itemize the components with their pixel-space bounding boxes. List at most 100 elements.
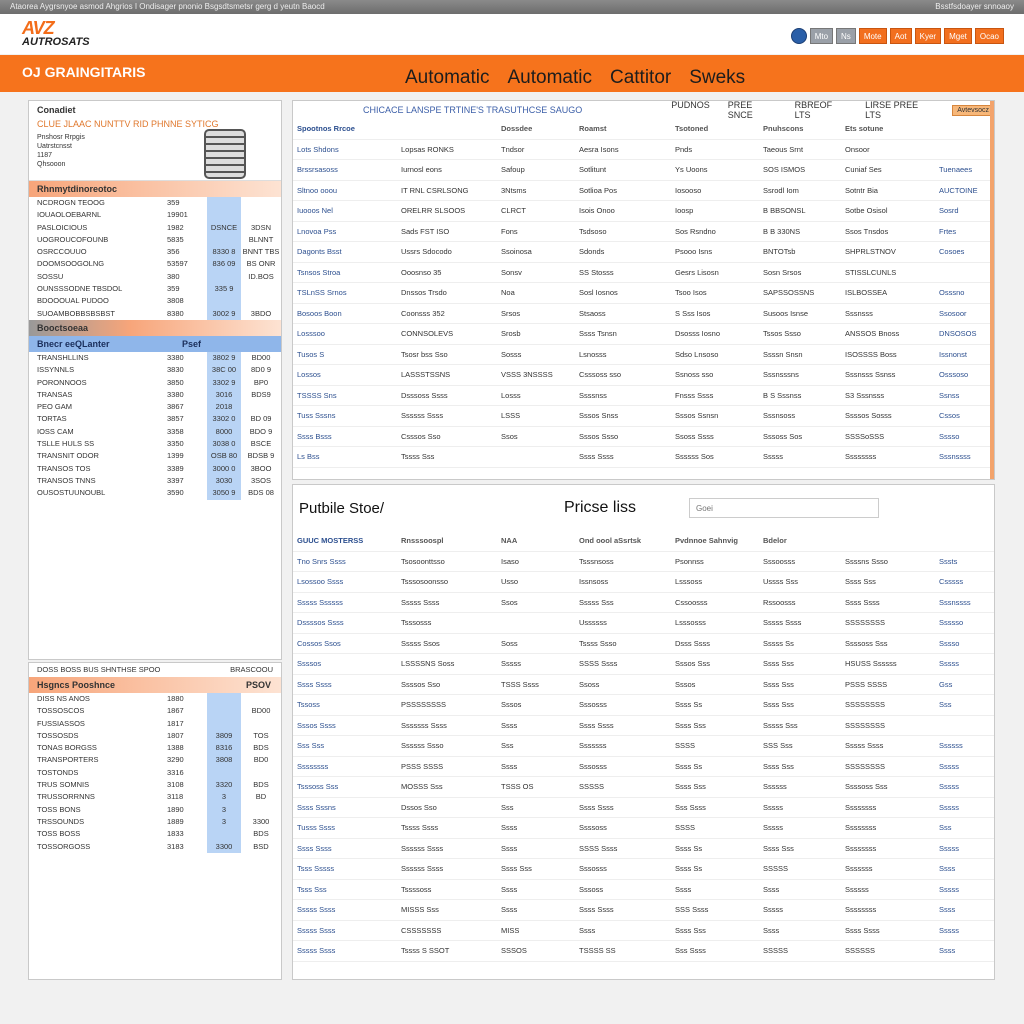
column-header[interactable]: Tsotoned	[675, 124, 709, 134]
header-button[interactable]: Mote	[858, 28, 887, 44]
table-row[interactable]: Ssssssss PSSS SSSS Ssss Sssosss Ssss Ss Ssss …	[293, 757, 994, 777]
list-item[interactable]: TOSSOSDS 1807 3809 TOS	[29, 729, 281, 743]
list-item[interactable]: OUNSSSODNE TBSDOL 359 335 9	[29, 283, 281, 296]
table-cell[interactable]: TSLnSS Srnos	[297, 288, 347, 298]
table-cell[interactable]: Ls Bss	[297, 452, 320, 462]
table-cell[interactable]: Cosoes	[939, 247, 965, 257]
list-item[interactable]: ISSYNNLS 3830 38C 00 8D0 9	[29, 364, 281, 377]
table-cell[interactable]: Sssos Ssss	[297, 720, 336, 730]
table-row[interactable]: Ls Bss Tssss Sss Ssss Ssss Ssssss Sos Sssss S…	[293, 447, 994, 468]
table-row[interactable]: Ssssos LSSSSNS Soss Sssss SSSS Ssss Sssos Ss…	[293, 654, 994, 675]
table-row[interactable]: Sltnoo ooou IT RNL CSRLSONG 3Ntsms Sotlioa …	[293, 181, 994, 201]
table-row[interactable]: Lossos LASSSTSSNS VSSS 3NSSSS Csssoss sso Ss…	[293, 365, 994, 386]
table-cell[interactable]: Ssosoor	[939, 308, 967, 318]
table-row[interactable]: Ssss Ssss Ssssss Ssss Ssss SSSS Ssss Ssss Ss…	[293, 839, 994, 859]
table-row[interactable]: Dagonts Bsst Ussrs Sdocodo Ssoinosa Sdonds P…	[293, 242, 994, 263]
list-item[interactable]: TRUSSORRNNS 3118 3 BD	[29, 791, 281, 804]
table-cell[interactable]: Osssno	[939, 288, 965, 298]
table-badge[interactable]: Avtevsocz	[952, 104, 994, 116]
list-item[interactable]: TRANSOS TOS 3389 3000 0 3BOO	[29, 462, 281, 475]
table-cell[interactable]: Ssssso	[939, 618, 964, 628]
search-input[interactable]	[689, 498, 879, 518]
list-item[interactable]: TONAS BORGSS 1388 8316 BDS	[29, 742, 281, 755]
table-cell[interactable]: Lots Shdons	[297, 144, 339, 154]
table-row[interactable]: Ssss Sssns Dssos Sso Sss Ssss Ssss Sss Ssss S…	[293, 798, 994, 818]
table-row[interactable]: Tno Snrs Ssss Tsosoonttsso Isaso Tsssnsoss P…	[293, 552, 994, 572]
table-cell[interactable]: Sssso	[939, 638, 960, 648]
list-item[interactable]: DISS NS ANOS 1880	[29, 693, 281, 706]
column-header[interactable]: Bdelor	[763, 536, 787, 546]
list-item[interactable]: BDOOOUAL PUDOO 3808	[29, 295, 281, 308]
table-cell[interactable]: Tusss Ssss	[297, 823, 336, 833]
table-cell[interactable]: Lsossoo Ssss	[297, 577, 344, 587]
nav-link[interactable]: Sweks	[689, 67, 746, 88]
list-item[interactable]: TRANSOS TNNS 3397 3030 3SOS	[29, 474, 281, 488]
table-cell[interactable]: Sssss Ssss	[297, 905, 336, 915]
column-header[interactable]: NAA	[501, 536, 518, 546]
table-cell[interactable]: Ssss	[939, 946, 956, 956]
table-row[interactable]: Tuss Sssns Ssssss Ssss LSSS Sssos Snss Sssos…	[293, 406, 994, 427]
table-row[interactable]: Tsssoss Sss MOSSS Sss TSSS OS SSSSS Ssss Sss…	[293, 777, 994, 798]
table-row[interactable]: Lnovoa Pss Sads FST ISO Fons Tsdsoso Sos Rsn…	[293, 222, 994, 242]
list-item[interactable]: OSRCCOUUO 356 8330 8 BNNT TBS	[29, 246, 281, 259]
table-cell[interactable]: Sss Sss	[297, 741, 325, 751]
table-cell[interactable]: Sss	[939, 823, 952, 833]
column-header[interactable]: Ets sotune	[845, 124, 884, 134]
table-row[interactable]: Cossos Ssos Sssss Ssos Soss Tssss Ssso Dsss …	[293, 634, 994, 654]
table-row[interactable]: Sssss Ssss CSSSSSSS MISS Ssss Ssss Sss Ssss Ss…	[293, 921, 994, 941]
table-cell[interactable]: Bosoos Boon	[297, 308, 342, 318]
table-cell[interactable]: Frtes	[939, 226, 957, 236]
table-row[interactable]: TSSSS Sns Dsssoss Ssss Losss Ssssnss Fnsss S…	[293, 386, 994, 406]
table-menu-item[interactable]: RBREOF LTS	[794, 100, 833, 120]
table-row[interactable]: Dssssos Ssss Tsssosss Ussssss Lsssosss Sssss…	[293, 613, 994, 634]
list-item[interactable]: SOSSU 380 ID.BOS	[29, 270, 281, 284]
scrollbar[interactable]	[990, 101, 994, 479]
table-cell[interactable]: Sss	[939, 700, 952, 710]
table-cell[interactable]: Cossos Ssos	[297, 638, 341, 648]
table-cell[interactable]: Sssss	[939, 802, 960, 812]
table-cell[interactable]: Lnovoa Pss	[297, 226, 337, 236]
column-header[interactable]: Dossdee	[501, 124, 533, 134]
table-cell[interactable]: Csssss	[939, 577, 964, 587]
table-cell[interactable]: Tuenaees	[939, 165, 973, 175]
table-row[interactable]: Sssss Ssssss Sssss Ssss Ssos Sssss Sss Cssoo…	[293, 593, 994, 613]
table-cell[interactable]: Sosrd	[939, 206, 959, 216]
table-row[interactable]: Tssoss PSSSSSSSS Sssos Sssosss Ssss Ss Ssss S…	[293, 695, 994, 716]
table-row[interactable]: TSLnSS Srnos Dnssos Trsdo Noa Sosl Iosnos Ts…	[293, 283, 994, 304]
panel2-action[interactable]: BRASCOOU	[230, 665, 273, 674]
table-cell[interactable]: Cssos	[939, 411, 960, 421]
column-header[interactable]: GUUC MOSTERSS	[297, 536, 364, 546]
column-header[interactable]: Rnsssoospl	[401, 536, 444, 546]
nav-brand[interactable]: OJ GRAINGITARIS	[22, 64, 146, 80]
table-row[interactable]: Bosoos Boon Coonsss 352 Srsos Stsaoss S Sss …	[293, 304, 994, 324]
table-cell[interactable]: Ssss	[939, 864, 956, 874]
column-header[interactable]: Pvdnnoe Sahnvig	[675, 536, 738, 546]
table-cell[interactable]: Sssso	[939, 431, 960, 441]
table-menu-item[interactable]: PREE SNCE	[727, 100, 753, 120]
table-row[interactable]: Tsnsos Stroa Ooosnso 35 Sonsv SS Stosss Gesr…	[293, 263, 994, 283]
list-item[interactable]: PEO GAM 3867 2018	[29, 401, 281, 414]
table-cell[interactable]: Sssss	[939, 782, 960, 792]
table-cell[interactable]: Sssnssss	[939, 597, 971, 607]
header-button[interactable]: Aot	[889, 28, 912, 44]
list-item[interactable]: TRANSPORTERS 3290 3808 BD0	[29, 754, 281, 767]
table-cell[interactable]: Tusos S	[297, 349, 325, 359]
column-header[interactable]: Pnuhscons	[763, 124, 804, 134]
list-item[interactable]: TOSTONDS 3316	[29, 766, 281, 780]
header-button[interactable]: Ns	[836, 28, 856, 44]
table-cell[interactable]: Sssnssss	[939, 452, 971, 462]
table-row[interactable]: Lots Shdons Lopsas RONKS Tndsor Aesra Isons…	[293, 140, 994, 160]
table-cell[interactable]: Ssss	[939, 905, 956, 915]
table-cell[interactable]: Issnonst	[939, 349, 967, 359]
list-item[interactable]: TSLLE HULS SS 3350 3038 0 BSCE	[29, 438, 281, 451]
list-item[interactable]: TRANSHLLINS 3380 3802 9 BD00	[29, 351, 281, 365]
header-button[interactable]: Mget	[944, 28, 972, 44]
table-cell[interactable]: Sssts	[939, 556, 958, 566]
table-cell[interactable]: Sssss	[939, 884, 960, 894]
table-cell[interactable]: Tsssoss Sss	[297, 782, 339, 792]
table-cell[interactable]: Tsss Sss	[297, 884, 327, 894]
table-cell[interactable]: Ssss Bsss	[297, 431, 332, 441]
table-cell[interactable]: Ssss Sssns	[297, 802, 336, 812]
table-cell[interactable]: Ssss Ssss	[297, 843, 332, 853]
header-button[interactable]: Ocao	[974, 28, 1004, 44]
